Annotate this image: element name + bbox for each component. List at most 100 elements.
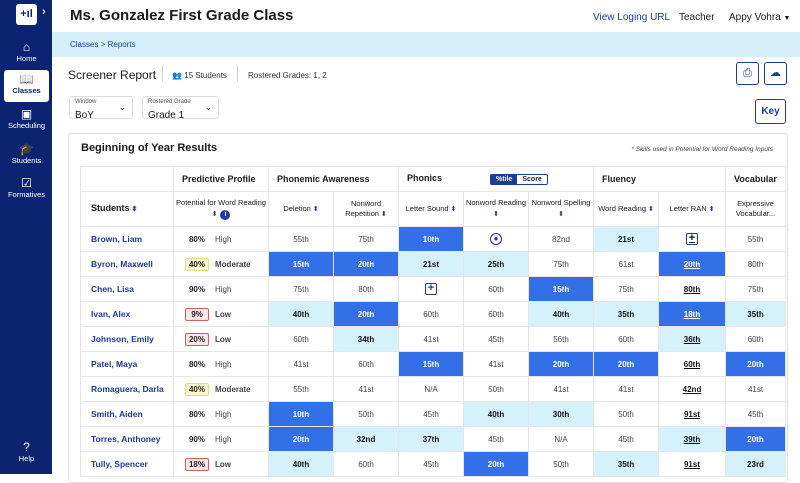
student-name-link[interactable]: Brown, Liam <box>80 226 174 252</box>
column-header-4[interactable]: Letter Sound ⬍ <box>398 191 464 227</box>
cloud-download-icon: ☁ <box>770 67 781 79</box>
sidebar-item-scheduling[interactable]: ▣ Scheduling <box>4 105 49 137</box>
score-cell[interactable]: 36th <box>658 326 726 352</box>
key-button[interactable]: Key <box>755 99 786 124</box>
score-value: 21st <box>422 259 439 269</box>
student-name-link[interactable]: Romaguera, Darla <box>80 376 174 402</box>
graduation-cap-icon: 🎓 <box>19 142 34 156</box>
help-icon: ? <box>23 440 30 454</box>
score-cell[interactable]: 20th <box>658 251 726 277</box>
download-button[interactable]: ☁ <box>764 62 787 85</box>
column-header-3[interactable]: Nonword Repetition ⬍ <box>333 191 399 227</box>
potential-percent: 18% <box>185 457 209 471</box>
column-header-8[interactable]: Letter RAN ⬍ <box>658 191 726 227</box>
score-cell: 80th <box>725 251 786 277</box>
window-select[interactable]: Window BoY ⌄ <box>69 96 133 121</box>
sidebar-item-classes[interactable]: 📖 Classes <box>4 70 49 102</box>
score-cell: 60th <box>725 326 786 352</box>
score-cell: 41st <box>593 376 659 402</box>
score-cell[interactable]: 39th <box>658 426 726 452</box>
app-logo[interactable]: +ıl <box>16 4 37 25</box>
potential-cell: 80% High <box>173 226 269 252</box>
home-icon: ⌂ <box>22 40 31 54</box>
score-cell: 45th <box>725 401 786 427</box>
score-cell[interactable]: 91st <box>658 401 726 427</box>
score-value: 35th <box>747 309 764 319</box>
score-value: 20th <box>357 309 375 319</box>
view-login-url-link[interactable]: View Loging URL <box>593 12 671 23</box>
score-value: 60th <box>488 284 504 294</box>
potential-percent: 80% <box>188 409 205 419</box>
sidebar-item-students[interactable]: 🎓 Students <box>4 140 49 172</box>
breadcrumb-classes[interactable]: Classes <box>70 40 99 49</box>
info-icon[interactable]: i <box>220 210 231 220</box>
score-cell: 60th <box>333 351 399 377</box>
student-name-link[interactable]: Smith, Aiden <box>80 401 174 427</box>
expand-sidebar-icon[interactable]: › <box>42 6 46 18</box>
table-row: Tully, Spencer 18% Low 40th 60th 45th 20th 50th… <box>80 451 786 477</box>
score-value: 91st <box>683 409 700 419</box>
breadcrumb-reports[interactable]: Reports <box>107 40 136 49</box>
score-value: 34th <box>357 334 375 344</box>
score-cell: 50th <box>528 451 594 477</box>
score-cell: 23rd <box>725 451 786 477</box>
help-button[interactable]: ? Help <box>4 438 49 470</box>
print-button[interactable]: ⎙ <box>736 62 759 85</box>
potential-percent: 9% <box>185 307 209 321</box>
column-header-9[interactable]: Expressive Vocabular... <box>725 191 786 227</box>
column-header-0[interactable]: Students ⬍ <box>80 191 174 227</box>
student-name-link[interactable]: Tully, Spencer <box>80 451 174 477</box>
score-cell: 45th <box>463 426 529 452</box>
column-header-1[interactable]: Potential for Word Reading ⬍ i <box>173 191 269 227</box>
column-header-2[interactable]: Deletion ⬍ <box>268 191 334 227</box>
column-header-6[interactable]: Nonword Spelling ⬍ <box>528 191 594 227</box>
toggle-score[interactable]: Score <box>522 175 542 183</box>
score-cell[interactable]: + <box>658 226 726 252</box>
score-cell[interactable]: 80th <box>658 276 726 302</box>
toggle-percentile[interactable]: %tile <box>491 174 518 184</box>
score-cell[interactable]: 18th <box>658 301 726 327</box>
card-title: Beginning of Year Results <box>81 142 218 154</box>
score-value: 50th <box>358 409 374 419</box>
score-value: 20th <box>552 359 570 369</box>
score-value: 60th <box>618 334 634 344</box>
student-name-link[interactable]: Torres, Anthoney <box>80 426 174 452</box>
score-cell[interactable]: 60th <box>658 351 726 377</box>
sort-icon[interactable]: ⬍ <box>646 205 654 213</box>
sidebar-item-home[interactable]: ⌂ Home <box>4 38 49 70</box>
sidebar-item-formatives[interactable]: ☑ Formatives <box>4 174 49 206</box>
rostered-grade-select[interactable]: Rostered Grade Grade 1 ⌄ <box>142 96 219 121</box>
sort-icon[interactable]: ⬍ <box>310 205 319 213</box>
column-header-5[interactable]: Nonword Reading ⬍ <box>463 191 529 227</box>
student-name-link[interactable]: Patel, Maya <box>80 351 174 377</box>
user-menu[interactable]: Appy Vohra ▼ <box>729 12 791 23</box>
score-cell[interactable]: 91st <box>658 451 726 477</box>
potential-cell: 80% High <box>173 401 269 427</box>
plus-icon[interactable]: + <box>686 233 698 245</box>
sort-icon[interactable]: ⬍ <box>378 210 387 218</box>
plus-icon[interactable]: + <box>425 283 437 295</box>
score-value: 18th <box>683 309 701 319</box>
score-type-toggle[interactable]: %tile Score <box>490 173 548 185</box>
table-row: Brown, Liam 80% High 55th 75th 10th ● 82nd 21st +… <box>80 226 786 252</box>
score-cell: 60th <box>398 301 464 327</box>
student-name-link[interactable]: Chen, Lisa <box>80 276 174 302</box>
student-name-link[interactable]: Byron, Maxwell <box>80 251 174 277</box>
sort-icon[interactable]: ⬍ <box>706 205 715 213</box>
breadcrumb: Classes > Reports <box>52 32 800 57</box>
score-cell: 20th <box>725 426 786 452</box>
location-pin-icon[interactable]: ● <box>490 233 502 245</box>
group-phonics: Phonics %tile Score <box>398 166 594 192</box>
sort-icon[interactable]: ⬍ <box>558 211 564 218</box>
sort-icon[interactable]: ⬍ <box>493 211 499 218</box>
sort-icon[interactable]: ⬍ <box>129 206 138 213</box>
score-cell[interactable]: 42nd <box>658 376 726 402</box>
score-value: 23rd <box>747 459 764 469</box>
potential-level: Low <box>215 334 231 344</box>
student-name-link[interactable]: Ivan, Alex <box>80 301 174 327</box>
score-value: 75th <box>553 259 569 269</box>
column-header-7[interactable]: Word Reading ⬍ <box>593 191 659 227</box>
sort-icon[interactable]: ⬍ <box>448 205 457 213</box>
student-name-link[interactable]: Johnson, Emily <box>80 326 174 352</box>
sort-icon[interactable]: ⬍ <box>211 211 218 218</box>
